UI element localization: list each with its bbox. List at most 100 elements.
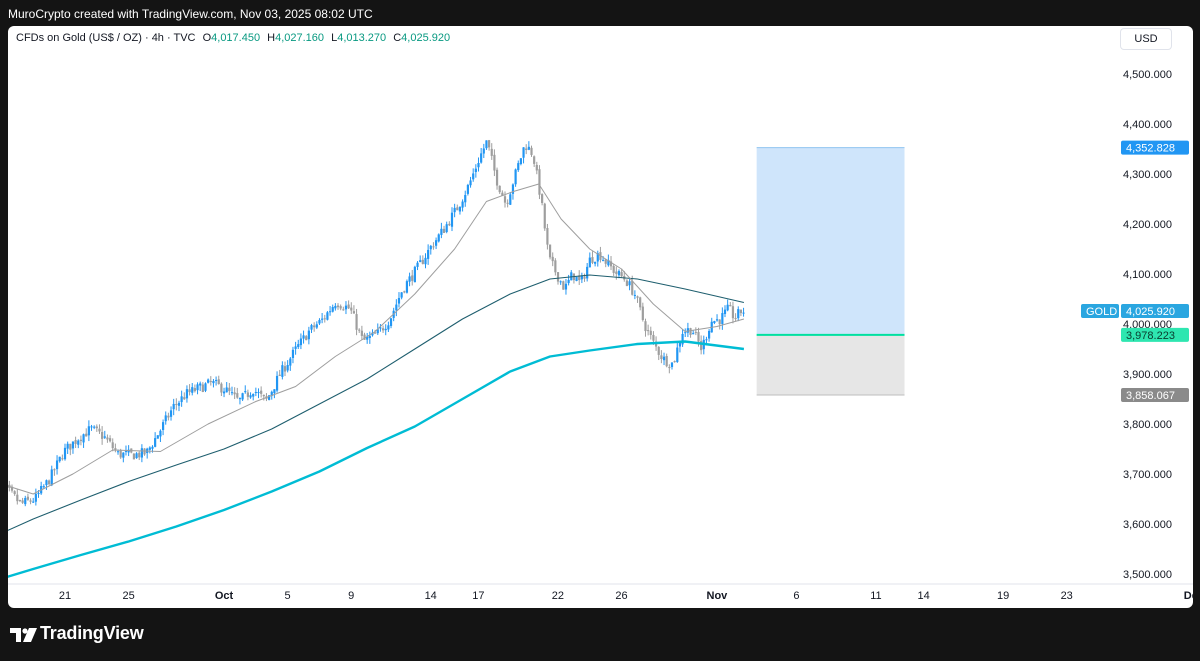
candle-body: [564, 283, 568, 290]
candle-body: [34, 493, 37, 502]
candle-body: [429, 245, 432, 250]
y-tick-label: 4,300.000: [1123, 169, 1172, 181]
candle-body: [342, 309, 345, 311]
x-tick-label: 22: [552, 590, 564, 602]
candle-body: [519, 158, 523, 165]
candle-body: [437, 234, 440, 242]
candle-body: [649, 330, 652, 335]
candle-body: [328, 311, 332, 313]
candle-body: [641, 306, 644, 320]
candle-body: [103, 436, 106, 438]
candle-body: [665, 356, 668, 367]
candle-body: [413, 266, 416, 283]
candle-body: [434, 240, 438, 246]
candle-body: [416, 262, 419, 267]
candle-body: [193, 388, 196, 392]
candle-body: [148, 447, 151, 450]
candle-body: [474, 168, 477, 173]
candle-body: [161, 422, 165, 430]
candle-body: [336, 305, 340, 308]
candle-body: [93, 426, 96, 428]
candle-body: [321, 318, 324, 320]
chart-panel[interactable]: 172125Oct5914172226Nov611141923Dec4,500.…: [8, 26, 1193, 608]
x-tick-label: 11: [870, 590, 881, 602]
candle-body: [61, 458, 64, 460]
candle-body: [503, 196, 507, 203]
candle-body: [273, 389, 276, 394]
candle-body: [212, 381, 215, 384]
candle-body: [546, 227, 549, 245]
credit-text: MuroCrypto created with TradingView.com,…: [8, 7, 373, 21]
symbol-title[interactable]: CFDs on Gold (US$ / OZ) · 4h · TVC: [16, 32, 196, 44]
candle-body: [371, 332, 374, 336]
candle-body: [119, 450, 122, 458]
y-tick-label: 3,500.000: [1123, 569, 1172, 581]
symbol-legend[interactable]: CFDs on Gold (US$ / OZ) · 4h · TVC O4,01…: [16, 32, 450, 44]
candle-body: [498, 185, 501, 193]
candle-body: [506, 202, 509, 204]
candle-body: [405, 281, 409, 293]
candle-body: [466, 184, 469, 194]
candle-body: [612, 265, 615, 273]
candle-body: [575, 276, 578, 281]
candle-body: [172, 403, 175, 410]
candle-body: [739, 309, 742, 314]
candle-body: [358, 329, 361, 331]
price-tag-text: 3,978.223: [1126, 330, 1175, 342]
candle-body: [315, 324, 318, 328]
candle-body: [543, 203, 546, 229]
candle-body: [98, 428, 101, 432]
candle-body: [294, 346, 297, 349]
candle-body: [662, 356, 666, 361]
candle-body: [313, 325, 316, 328]
y-tick-label: 3,700.000: [1123, 469, 1172, 481]
candle-body: [408, 276, 411, 282]
candle-body: [628, 281, 631, 286]
candle-body: [191, 387, 194, 393]
candle-body: [397, 297, 401, 304]
candle-body: [270, 391, 273, 396]
candle-body: [636, 296, 639, 298]
candle-body: [175, 403, 178, 405]
candle-body: [262, 394, 265, 397]
candle-body: [254, 392, 257, 394]
candle-body: [53, 469, 56, 471]
candle-body: [681, 333, 684, 345]
candle-body: [588, 257, 591, 268]
candle-body: [652, 334, 655, 341]
candle-body: [647, 330, 650, 332]
candle-body: [583, 276, 586, 279]
candle-body: [116, 451, 120, 453]
candle-body: [360, 330, 363, 336]
candle-body: [124, 451, 128, 453]
low-value: 4,013.270: [337, 32, 387, 44]
candle-body: [490, 148, 493, 156]
candle-body: [281, 365, 284, 377]
candle-body: [114, 448, 117, 451]
candle-body: [140, 448, 143, 458]
open-value: 4,017.450: [211, 32, 261, 44]
x-tick-label: 25: [122, 590, 134, 602]
candle-body: [705, 339, 708, 341]
candle-body: [24, 498, 27, 505]
tradingview-logo-icon: [10, 628, 37, 642]
candle-body: [326, 312, 329, 320]
candle-body: [344, 305, 348, 310]
candle-body: [310, 325, 313, 330]
candle-body: [228, 387, 231, 392]
candle-body: [527, 146, 530, 150]
candle-body: [511, 184, 515, 194]
candle-body: [230, 392, 234, 394]
candle-body: [594, 261, 597, 264]
currency-button[interactable]: USD: [1120, 28, 1172, 50]
candle-body: [472, 173, 475, 180]
candle-body: [368, 335, 371, 339]
x-tick-label: 9: [348, 590, 354, 602]
candle-body: [620, 272, 623, 277]
price-chart[interactable]: 172125Oct5914172226Nov611141923Dec4,500.…: [8, 26, 1193, 608]
target-zone: [756, 147, 905, 335]
candle-body: [225, 387, 228, 393]
candle-body: [132, 453, 136, 460]
candle-body: [297, 344, 300, 348]
candle-body: [578, 275, 581, 281]
